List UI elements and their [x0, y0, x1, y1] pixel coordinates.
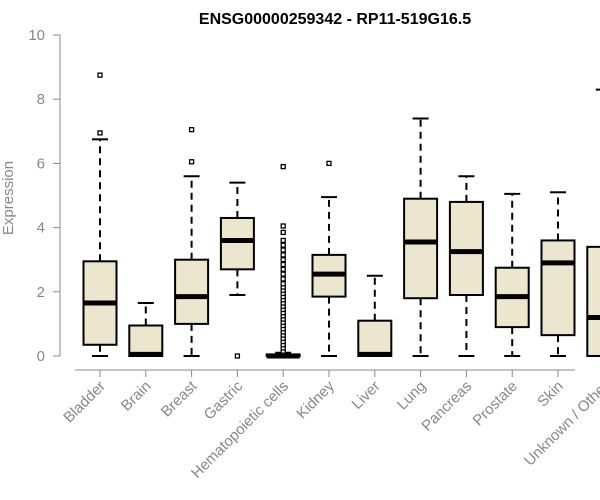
- box-liver: [357, 274, 393, 358]
- outlier-point: [280, 247, 286, 253]
- x-tick-label: Bladder: [60, 378, 109, 427]
- iqr-box: [403, 197, 439, 300]
- outlier-point: [97, 72, 103, 78]
- box-breast: [174, 127, 210, 357]
- x-tick-label: Liver: [349, 378, 384, 413]
- iqr-box: [128, 324, 164, 358]
- box-brain: [128, 302, 164, 358]
- box-bladder: [82, 72, 118, 357]
- x-tick-label: Pancreas: [418, 378, 475, 435]
- x-tick-label: Brain: [118, 378, 155, 415]
- iqr-box: [586, 245, 600, 357]
- outlier-point: [280, 271, 286, 277]
- iqr-box: [540, 239, 576, 337]
- outlier-point: [97, 130, 103, 136]
- boxes-group: [82, 72, 600, 359]
- y-tick-label: 2: [37, 284, 45, 301]
- x-tick-label: Breast: [158, 377, 201, 420]
- outlier-point: [280, 266, 286, 272]
- outlier-point: [280, 163, 286, 170]
- iqr-box: [174, 258, 210, 325]
- iqr-box: [219, 216, 255, 271]
- x-tick-label: Skin: [534, 378, 567, 411]
- y-tick-label: 6: [37, 155, 45, 172]
- iqr-box: [448, 200, 484, 297]
- outlier-point: [280, 242, 286, 248]
- outlier-point: [188, 159, 195, 165]
- y-tick-label: 10: [28, 27, 45, 44]
- iqr-box: [357, 319, 393, 358]
- y-tick-label: 0: [37, 348, 45, 365]
- outlier-point: [280, 281, 286, 287]
- x-tick-label: Gastric: [201, 377, 247, 423]
- x-tick-label: Prostate: [469, 378, 521, 430]
- x-tick-label: Lung: [394, 378, 430, 414]
- box-hematopoietic-cells: [265, 163, 301, 359]
- y-tick-label: 4: [37, 220, 45, 237]
- x-tick-label: Kidney: [293, 377, 338, 422]
- outlier-point: [280, 261, 286, 268]
- outlier-point: [234, 353, 241, 359]
- chart-title: ENSG00000259342 - RP11-519G16.5: [199, 11, 471, 28]
- outlier-point: [280, 237, 286, 244]
- outlier-point: [326, 160, 332, 167]
- box-lung: [403, 117, 439, 357]
- y-axis-ticks: 0 2 4 6 8 10: [28, 27, 60, 365]
- y-tick-label: 8: [37, 91, 45, 108]
- box-skin: [540, 191, 576, 357]
- outlier-point: [188, 127, 195, 133]
- box-kidney: [311, 160, 347, 357]
- outlier-point: [280, 276, 286, 282]
- box-pancreas: [448, 175, 484, 357]
- outlier-point: [280, 223, 286, 229]
- box-prostate: [494, 192, 530, 357]
- outlier-point: [280, 257, 286, 263]
- y-axis-label: Expression: [0, 161, 17, 235]
- box-unknown-other: [586, 88, 600, 357]
- outlier-point: [280, 252, 286, 258]
- box-gastric: [219, 181, 255, 359]
- outlier-point: [280, 229, 286, 236]
